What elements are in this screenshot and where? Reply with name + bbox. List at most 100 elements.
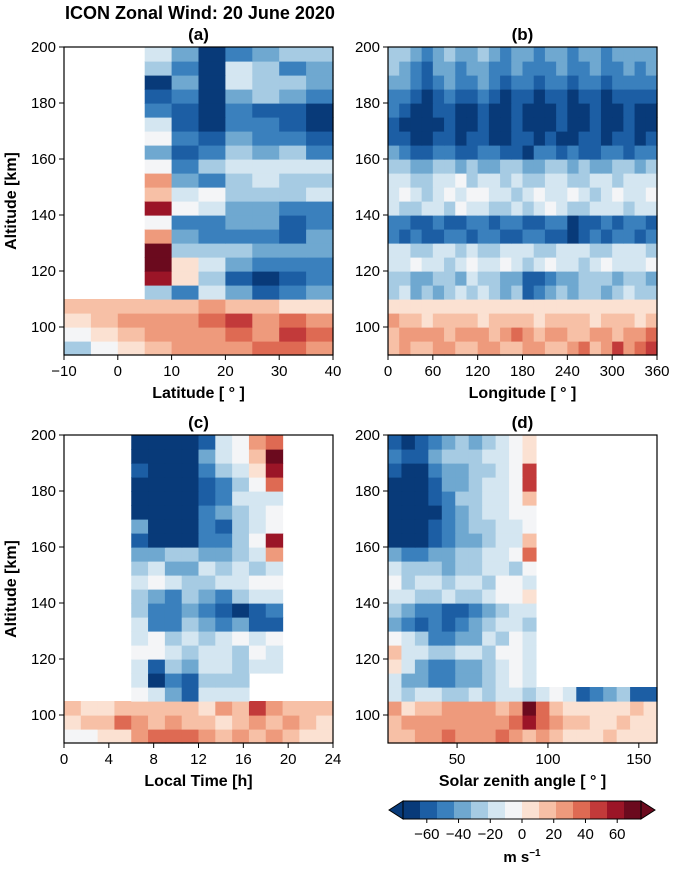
heatmap-cell [533,229,546,244]
heatmap-cell [495,435,510,450]
heatmap-cell [544,341,557,356]
heatmap-cell [428,687,443,702]
heatmap-cell [131,435,149,450]
heatmap-cell [567,159,580,174]
heatmap-cell [410,341,423,356]
heatmap-cell [306,187,334,202]
heatmap-cell [623,271,636,286]
heatmap-cell [468,561,483,576]
heatmap-cell [441,575,456,590]
heatmap-cell [578,117,591,132]
heatmap-cell [645,75,658,90]
heatmap-cell [97,715,116,730]
heatmap-cell [556,103,568,118]
heatmap-cell [466,299,479,314]
heatmap-cell [509,491,524,506]
heatmap-cell [265,603,284,618]
heatmap-cell [522,327,535,342]
heatmap-cell [410,47,423,62]
x-tick-label: 12 [190,751,207,768]
heatmap-cell [198,341,226,356]
heatmap-cell [556,145,568,160]
heatmap-cell [567,145,580,160]
heatmap-cell [556,173,568,188]
heatmap-cell [477,201,490,216]
heatmap-cell [500,257,512,272]
heatmap-cell [589,159,602,174]
heatmap-cell [316,701,334,716]
heatmap-cell [533,61,546,76]
heatmap-cell [500,299,512,314]
heatmap-cell [500,285,512,300]
heatmap-cell [388,187,400,202]
heatmap-cell [495,701,510,716]
heatmap-cell [535,687,550,702]
heatmap-cell [388,463,403,478]
heatmap-cell [562,715,577,730]
heatmap-cell [634,61,647,76]
heatmap-cell [198,299,226,314]
heatmap-cell [488,243,501,258]
heatmap-cell [468,435,483,450]
y-tick-label: 180 [31,483,56,500]
heatmap-cell [455,547,470,562]
heatmap-cell [171,215,200,230]
heatmap-cell [556,131,568,146]
heatmap-cell [401,547,416,562]
heatmap-cell [299,729,317,744]
heatmap-cell [509,505,524,520]
heatmap-cell [225,201,253,216]
heatmap-cell [556,75,568,90]
heatmap-cell [306,327,334,342]
heatmap-cell [578,187,591,202]
heatmap-cell [495,617,510,632]
heatmap-cell [279,201,307,216]
heatmap-cell [645,215,658,230]
heatmap-cell [401,561,416,576]
heatmap-cell [388,687,403,702]
heatmap-cell [468,701,483,716]
heatmap-cell [171,145,200,160]
heatmap-cell [477,299,490,314]
heatmap-cell [306,103,334,118]
heatmap-cell [567,103,580,118]
heatmap-cell [131,477,149,492]
colorbar-segment [471,801,489,819]
heatmap-cell [225,103,253,118]
heatmap-cell [225,159,253,174]
heatmap-cell [477,117,490,132]
heatmap-cell [444,299,456,314]
heatmap-cell [556,61,568,76]
heatmap-cell [533,313,546,328]
heatmap-cell [410,243,423,258]
heatmap-cell [279,187,307,202]
heatmap-cell [410,299,423,314]
x-tick-label: 20 [217,363,234,380]
heatmap-cell [634,47,647,62]
heatmap-cell [444,313,456,328]
heatmap-cell [600,103,613,118]
heatmap-cell [225,187,253,202]
heatmap-cell [511,201,524,216]
heatmap-cell [522,229,535,244]
heatmap-cell [181,617,200,632]
heatmap-cell [455,659,470,674]
heatmap-cell [90,327,119,342]
heatmap-cell [432,327,445,342]
heatmap-cell [589,687,604,702]
heatmap-cell [388,603,403,618]
heatmap-cell [232,435,250,450]
heatmap-cell [616,687,631,702]
heatmap-cell [401,435,416,450]
heatmap-cell [428,561,443,576]
heatmap-cell [421,187,434,202]
heatmap-cell [533,187,546,202]
x-axis-label: Latitude [ ° ] [152,385,245,402]
x-tick-label: −10 [51,363,76,380]
heatmap-cell [567,313,580,328]
heatmap-cell [533,145,546,160]
heatmap-cell [477,229,490,244]
heatmap-cell [428,491,443,506]
heatmap-cell [401,659,416,674]
heatmap-cell [148,673,166,688]
